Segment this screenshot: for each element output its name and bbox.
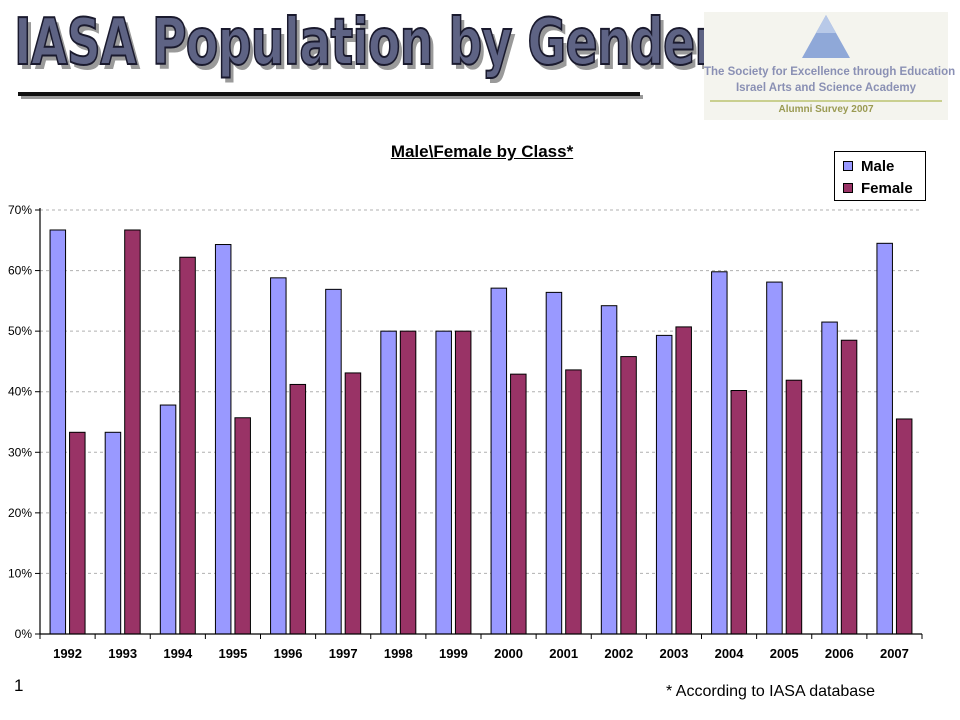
- logo-academy-name: Israel Arts and Science Academy: [735, 82, 917, 94]
- legend-label-male: Male: [861, 157, 895, 175]
- slide-title: IASA Population by Gender: [13, 5, 718, 81]
- x-tick-label: 2002: [604, 646, 633, 661]
- bar-male-2006: [821, 321, 838, 635]
- x-tick-label: 1996: [274, 646, 303, 661]
- bar-male-2000: [490, 287, 508, 635]
- x-tick-label: 2003: [659, 646, 688, 661]
- legend-item-male: Male: [843, 157, 894, 175]
- x-tick-label: 2004: [715, 646, 745, 661]
- bar-male-2001: [545, 291, 563, 635]
- bar-female-2004: [730, 390, 748, 635]
- x-tick-label: 1999: [439, 646, 468, 661]
- legend-item-female: Female: [843, 179, 913, 197]
- x-tick-label: 1995: [218, 646, 247, 661]
- bar-male-2005: [766, 281, 783, 635]
- bar-female-1993: [124, 229, 141, 635]
- bars: [49, 229, 913, 635]
- x-tick-label: 2005: [770, 646, 799, 661]
- x-tick-label: 2007: [880, 646, 909, 661]
- x-tick-label: 1998: [384, 646, 413, 661]
- logo-org-name: The Society for Excellence through Educa…: [704, 66, 956, 78]
- bar-female-2005: [785, 379, 803, 635]
- bar-female-1994: [179, 256, 196, 635]
- bar-female-2007: [895, 418, 913, 635]
- bar-male-2004: [711, 271, 728, 635]
- y-tick-label: 20%: [8, 506, 32, 520]
- chart-title: Male\Female by Class*: [390, 142, 574, 161]
- title-underline: [18, 92, 640, 96]
- y-tick-label: 0%: [15, 627, 33, 641]
- organization-logo: The Society for Excellence through Educa…: [704, 12, 956, 120]
- x-tick-label: 2006: [825, 646, 854, 661]
- y-tick-label: 40%: [8, 385, 32, 399]
- bar-female-1999: [454, 330, 472, 635]
- bar-male-1998: [380, 330, 397, 635]
- x-tick-label: 2000: [494, 646, 523, 661]
- bar-male-1995: [214, 244, 232, 635]
- x-tick-label: 1993: [108, 646, 137, 661]
- legend-label-female: Female: [861, 179, 913, 197]
- x-tick-labels: 1992 1993 1994 1995 1996 1997 1998 1999 2000 2001…: [53, 646, 909, 661]
- logo-survey-label: Alumni Survey 2007: [778, 104, 874, 115]
- legend-swatch-male: [843, 161, 853, 171]
- bar-male-1994: [159, 404, 177, 635]
- legend-swatch-female: [843, 183, 853, 193]
- page-number: 1: [14, 676, 24, 695]
- bar-male-2007: [876, 242, 893, 635]
- y-tick-label: 50%: [8, 324, 32, 338]
- bar-male-2003: [655, 334, 673, 635]
- chart-legend: Male Female: [834, 151, 926, 201]
- bar-male-1993: [104, 431, 122, 635]
- bar-male-1997: [325, 288, 342, 635]
- x-tick-label: 1992: [53, 646, 82, 661]
- y-tick-label: 60%: [8, 264, 32, 278]
- bar-male-1992: [49, 229, 67, 635]
- bar-female-1998: [399, 330, 417, 635]
- bar-female-2002: [620, 356, 637, 635]
- bar-female-1997: [344, 372, 362, 635]
- bar-female-1996: [289, 383, 307, 635]
- bar-female-1992: [69, 431, 86, 635]
- x-tick-label: 2001: [549, 646, 578, 661]
- bar-male-1999: [435, 330, 452, 635]
- bar-female-2000: [510, 373, 527, 635]
- bar-female-1995: [234, 417, 251, 635]
- bar-female-2006: [840, 339, 858, 635]
- y-tick-label: 70%: [8, 203, 32, 217]
- y-tick-label: 10%: [8, 566, 32, 580]
- bar-male-2002: [600, 305, 618, 635]
- footnote: * According to IASA database: [666, 683, 876, 700]
- logo-divider: [710, 100, 942, 102]
- y-tick-label: 30%: [8, 445, 32, 459]
- x-tick-label: 1997: [329, 646, 358, 661]
- mountain-logo-icon: [802, 15, 850, 58]
- y-tick-labels: 0% 10% 20% 30% 40% 50% 60% 70%: [8, 203, 32, 641]
- bar-male-1996: [270, 277, 287, 635]
- axes: [35, 208, 923, 639]
- bar-female-2001: [565, 369, 582, 635]
- x-tick-label: 1994: [163, 646, 193, 661]
- bar-female-2003: [675, 326, 692, 635]
